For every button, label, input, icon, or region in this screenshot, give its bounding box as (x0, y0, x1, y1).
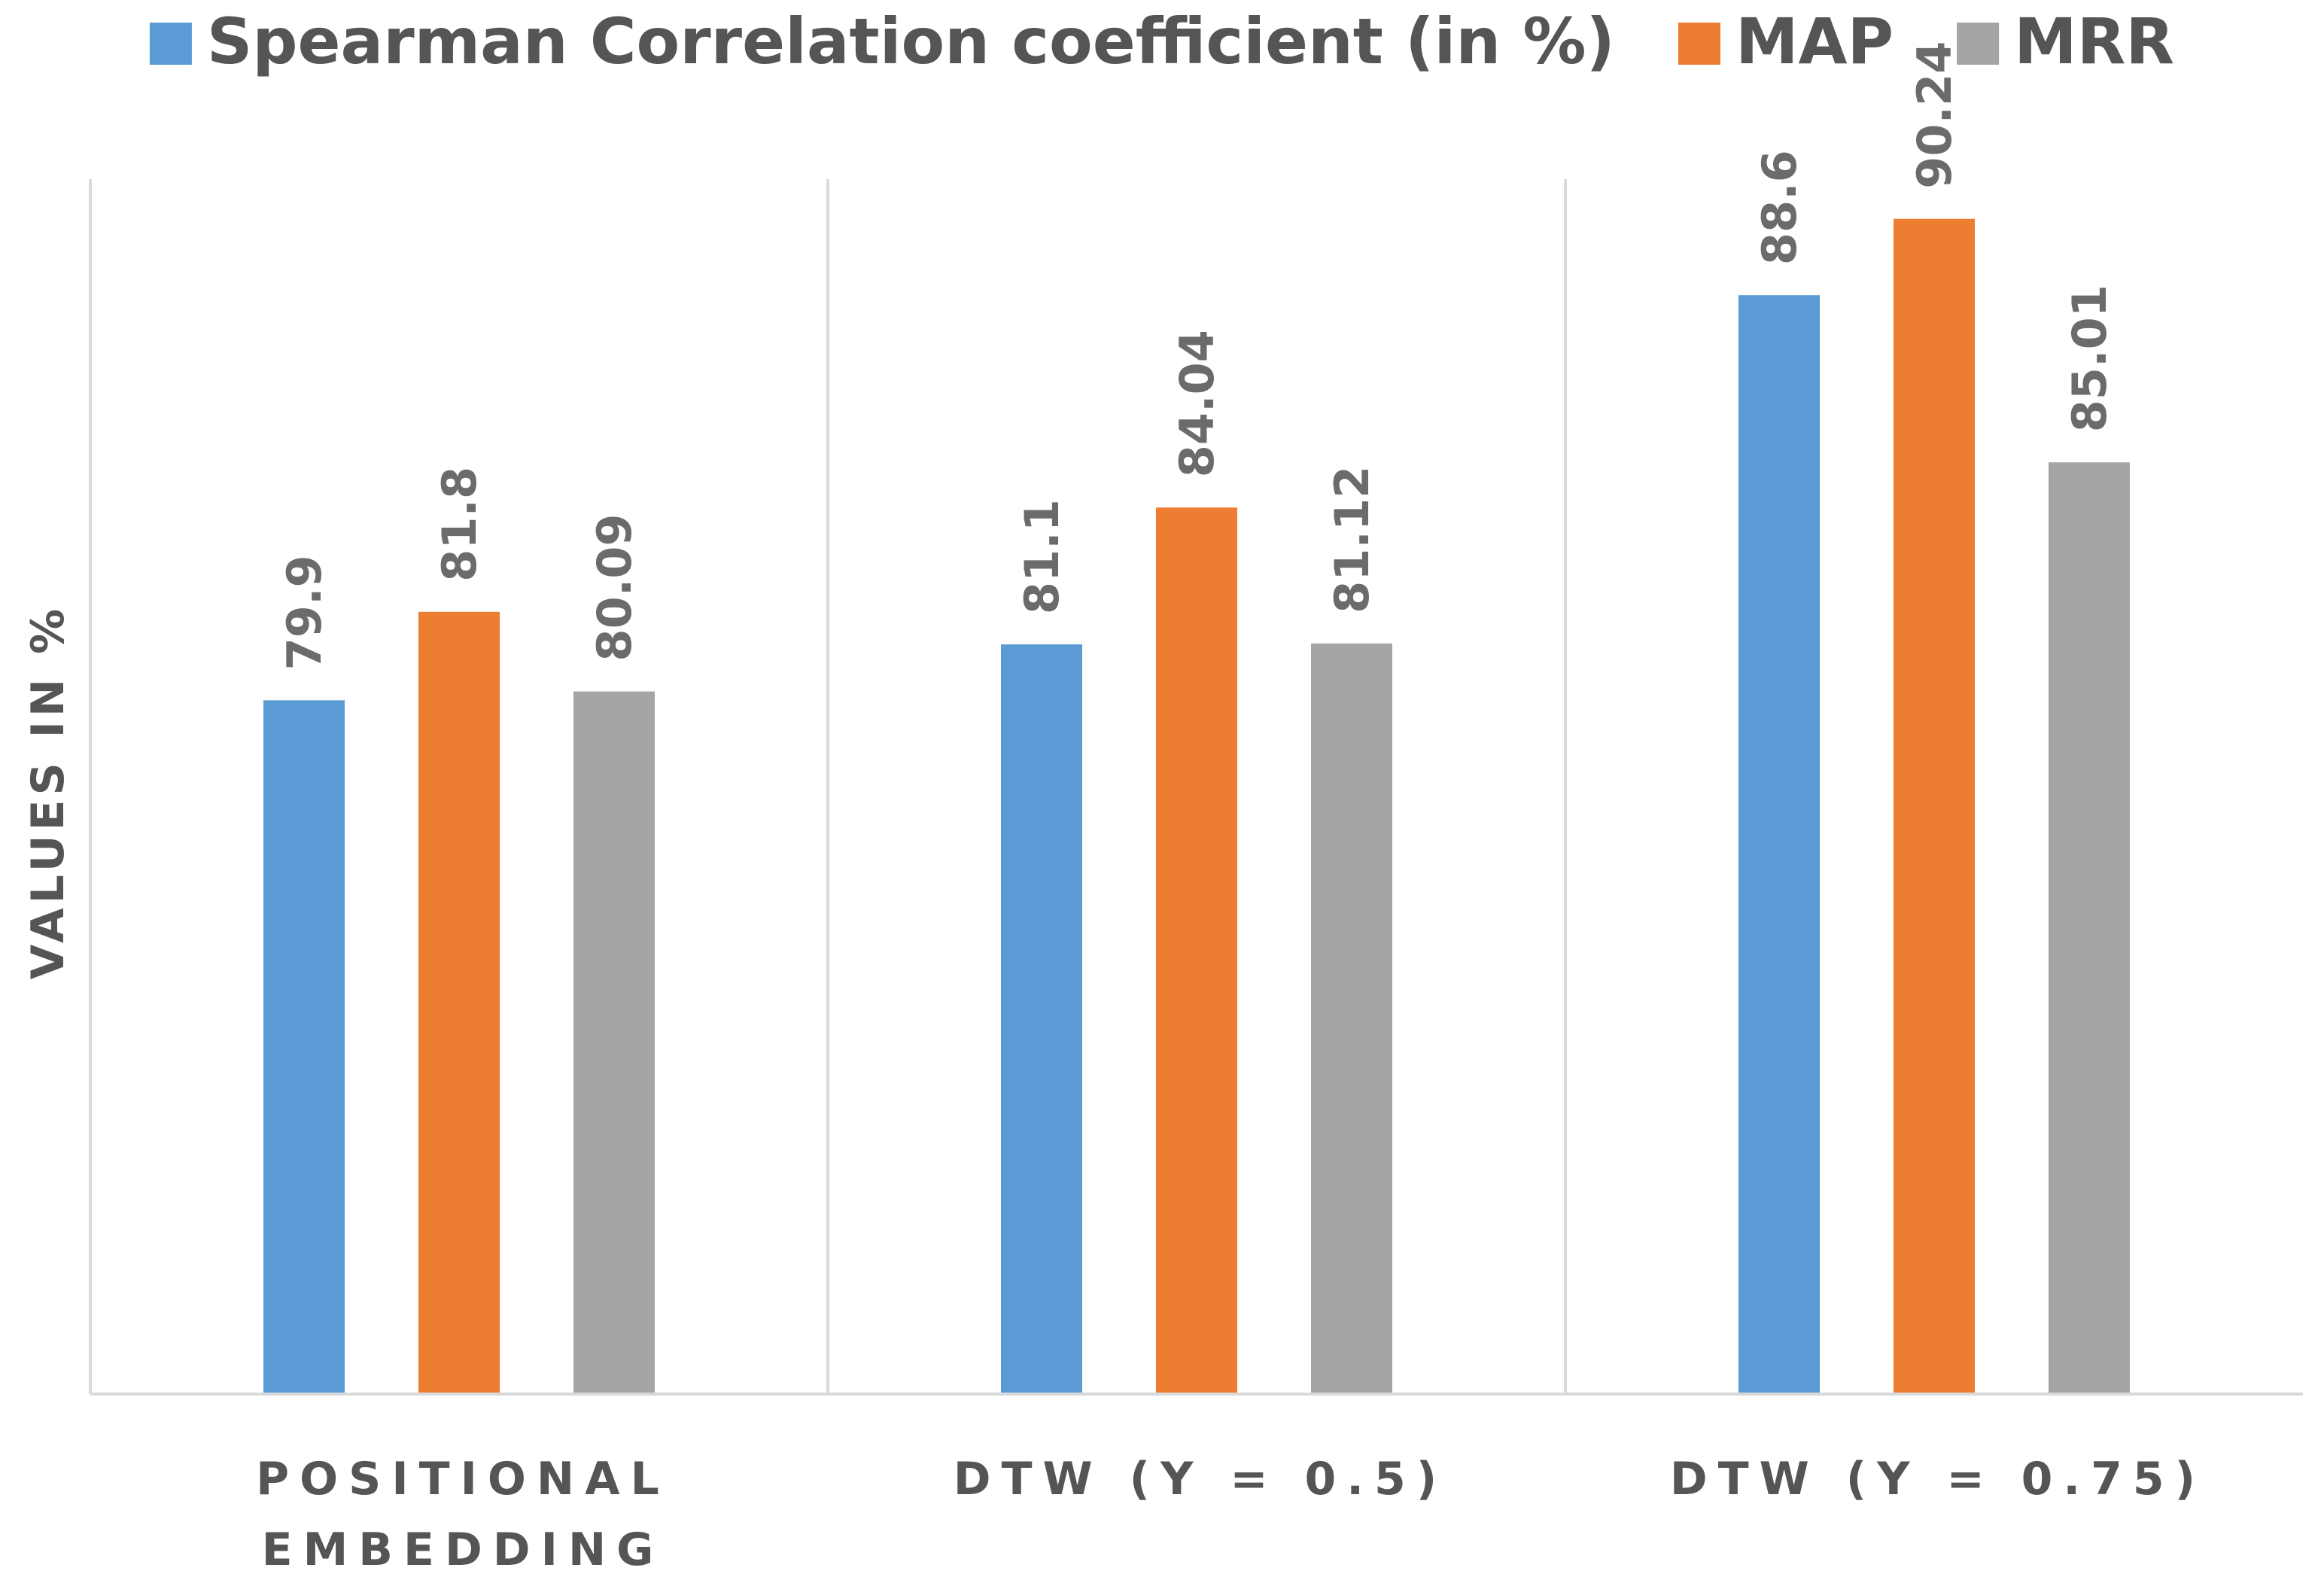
legend-label: MAP (1735, 5, 1894, 78)
legend-swatch (149, 23, 192, 65)
legend-item: MRR (1957, 5, 2174, 78)
bar-mrr-2 (1311, 643, 1392, 1394)
bar-map-1 (418, 611, 500, 1394)
bar-map-3 (1894, 218, 1975, 1394)
data-label: 90.24 (1907, 41, 1962, 189)
category-label: DTW (Y = 0.5) (954, 1453, 1447, 1505)
bar-mrr-3 (2049, 462, 2130, 1395)
data-label: 81.8 (432, 467, 487, 582)
legend-label: MRR (2014, 5, 2174, 78)
bar-mrr-1 (573, 691, 655, 1394)
legend-item: MAP (1678, 5, 1894, 78)
legend-label: Spearman Correlation coefficient (in %) (207, 5, 1615, 78)
category-label: POSITIONAL (256, 1453, 670, 1505)
bar-spearman-1 (263, 700, 345, 1394)
bar-spearman-2 (1001, 644, 1082, 1394)
y-axis-title: VALUES IN % (22, 604, 75, 979)
data-label: 84.04 (1170, 330, 1224, 477)
bar-spearman-3 (1738, 295, 1820, 1395)
category-separators (89, 179, 1567, 1394)
data-label: 85.01 (2062, 285, 2117, 432)
legend-item: Spearman Correlation coefficient (in %) (149, 5, 1615, 78)
chart-legend: Spearman Correlation coefficient (in %) M… (149, 5, 2174, 78)
category-label: EMBEDDING (262, 1524, 665, 1576)
data-label: 79.9 (277, 555, 332, 670)
data-label: 81.12 (1325, 466, 1379, 613)
data-label: 88.6 (1752, 150, 1807, 265)
data-labels-layer: 79.9 81.1 88.6 81.8 84.04 90.24 80.09 81.12 85.0… (277, 41, 2117, 671)
bar-map-2 (1156, 507, 1237, 1394)
data-label: 80.09 (587, 513, 642, 661)
legend-swatch (1678, 23, 1720, 65)
legend-swatch (1957, 23, 2000, 65)
category-label: DTW (Y = 0.75) (1670, 1453, 2206, 1505)
bars-layer (263, 218, 2130, 1395)
data-label: 81.1 (1014, 499, 1069, 614)
category-labels-layer: POSITIONAL EMBEDDING DTW (Y = 0.5) DTW (Y =… (256, 1453, 2206, 1576)
